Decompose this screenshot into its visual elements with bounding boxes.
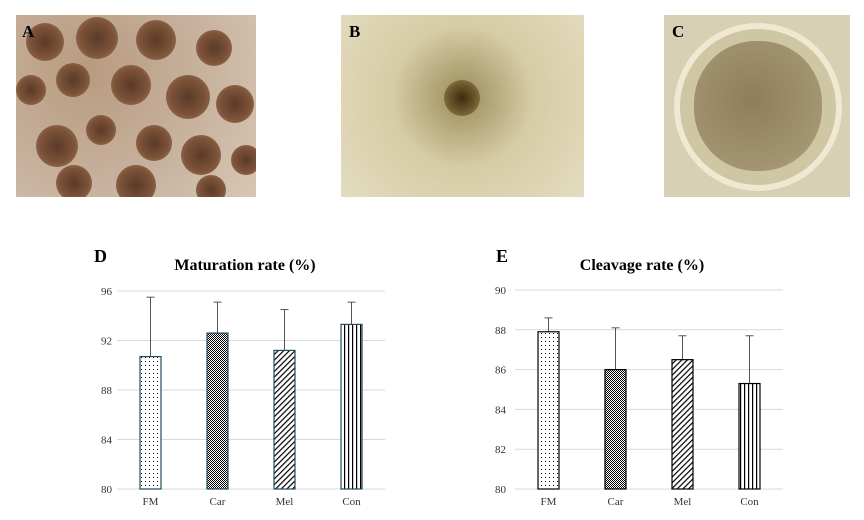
embryo-cytoplasm: [694, 41, 822, 171]
y-tick-label: 80: [495, 484, 507, 496]
x-tick-label: Mel: [276, 496, 294, 508]
y-tick-label: 80: [101, 484, 113, 496]
oocyte-cluster: [16, 75, 46, 105]
bar-car: [206, 332, 229, 490]
panel-label-b: B: [349, 22, 361, 41]
oocyte-cluster: [26, 23, 64, 61]
oocyte-cluster: [56, 165, 92, 197]
photo-c-cleaved-embryo: [664, 15, 850, 197]
y-tick-label: 96: [101, 286, 113, 298]
x-tick-label: Mel: [674, 496, 692, 508]
y-tick-label: 84: [495, 404, 507, 416]
oocyte-cluster: [86, 115, 116, 145]
panel-label-e: E: [496, 246, 508, 266]
panel-label-c: C: [672, 22, 685, 41]
oocyte-cluster: [111, 65, 151, 105]
x-tick-label: Con: [740, 496, 759, 508]
panel-label-a: A: [22, 22, 35, 41]
oocyte-cluster: [181, 135, 221, 175]
y-tick-label: 90: [495, 285, 507, 297]
x-tick-label: Con: [342, 496, 361, 508]
oocyte-cluster: [196, 30, 232, 66]
x-tick-label: Car: [210, 496, 226, 508]
chart-title: Maturation rate (%): [174, 257, 315, 274]
oocyte-cluster: [136, 20, 176, 60]
chart-e-cleavage-rate: E Cleavage rate (%) 80 82 84 86 88 90 FM Car Mel…: [495, 246, 783, 508]
y-tick-label: 88: [495, 325, 507, 337]
oocyte-cluster: [216, 85, 254, 123]
photo-b-expanded-cumulus: [341, 15, 584, 197]
oocyte-cluster: [166, 75, 210, 119]
oocyte-cluster: [136, 125, 172, 161]
bar-fm: [139, 355, 162, 490]
panel-label-d: D: [94, 246, 107, 266]
oocyte-cluster: [56, 63, 90, 97]
photo-a-oocyte-clusters: [16, 15, 256, 197]
y-tick-label: 84: [101, 435, 113, 447]
bar-con: [340, 323, 363, 490]
oocyte-cluster: [36, 125, 78, 167]
bar-mel: [273, 349, 296, 490]
oocyte-center: [444, 80, 480, 116]
bar-con: [738, 382, 761, 490]
oocyte-cluster: [231, 145, 256, 175]
y-tick-label: 82: [495, 444, 506, 456]
x-tick-label: Car: [608, 496, 624, 508]
oocyte-cluster: [196, 175, 226, 197]
y-tick-label: 88: [101, 385, 113, 397]
bar-car: [604, 369, 627, 490]
chart-d-maturation-rate: D Maturation rate (%) 80 84 88 92 96 FM Car Mel…: [94, 246, 385, 508]
bar-mel: [671, 359, 694, 490]
oocyte-cluster: [76, 17, 118, 59]
x-tick-label: FM: [541, 496, 557, 508]
bar-fm: [537, 331, 560, 490]
x-tick-label: FM: [143, 496, 159, 508]
chart-title: Cleavage rate (%): [580, 257, 704, 274]
y-tick-label: 92: [101, 336, 112, 348]
oocyte-cluster: [116, 165, 156, 197]
y-tick-label: 86: [495, 365, 507, 377]
